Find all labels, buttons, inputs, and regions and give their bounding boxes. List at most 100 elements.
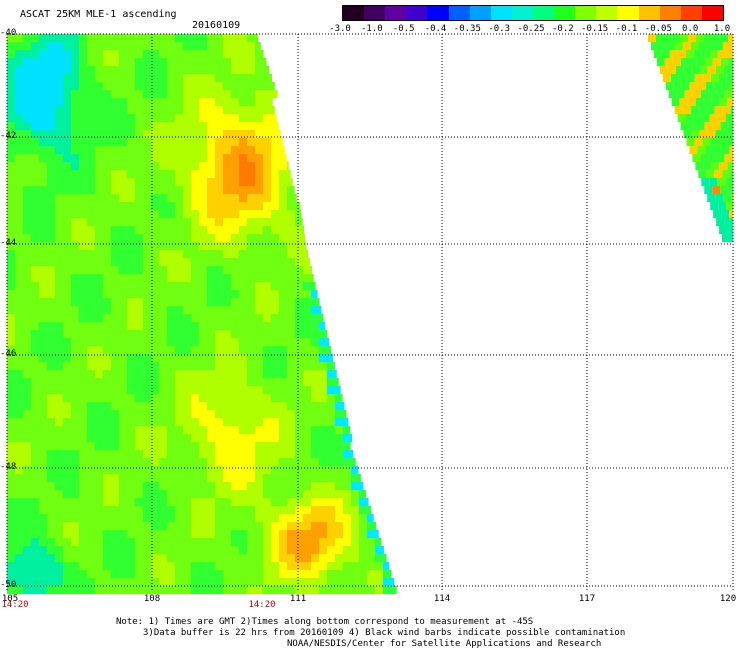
swath-cell — [335, 514, 343, 522]
swath-cell — [143, 242, 151, 250]
swath-cell — [55, 218, 63, 226]
swath-cell — [295, 394, 303, 402]
swath-cell — [23, 234, 31, 242]
swath-cell — [71, 290, 79, 298]
swath-cell — [343, 418, 349, 426]
swath-cell — [7, 234, 15, 242]
swath-cell — [71, 154, 79, 162]
swath-cell — [183, 458, 191, 466]
swath-cell — [39, 34, 47, 42]
swath-cell — [87, 306, 95, 314]
swath-cell — [295, 570, 303, 578]
swath-cell — [55, 290, 63, 298]
swath-cell — [79, 490, 87, 498]
swath-cell — [167, 538, 175, 546]
swath-cell — [271, 202, 279, 210]
swath-cell — [303, 266, 311, 274]
swath-cell — [247, 154, 255, 162]
swath-cell — [319, 306, 322, 314]
swath-cell — [223, 170, 231, 178]
swath-cell — [55, 154, 63, 162]
swath-cell — [135, 122, 143, 130]
swath-cell — [279, 266, 287, 274]
swath-cell — [71, 162, 79, 170]
swath-cell — [247, 242, 255, 250]
swath-cell — [239, 474, 247, 482]
swath-cell — [295, 226, 303, 234]
swath-cell — [71, 74, 79, 82]
swath-cell — [143, 498, 151, 506]
swath-cell — [183, 66, 191, 74]
swath-cell — [159, 202, 167, 210]
swath-cell — [223, 314, 231, 322]
swath-cell — [255, 370, 263, 378]
swath-cell — [87, 330, 95, 338]
swath-cell — [303, 506, 311, 514]
swath-cell — [375, 578, 383, 586]
swath-cell — [7, 282, 15, 290]
swath-cell — [247, 202, 255, 210]
swath-cell — [183, 194, 191, 202]
swath-cell — [295, 498, 303, 506]
swath-cell — [351, 530, 359, 538]
swath-cell — [87, 258, 95, 266]
swath-cell — [207, 434, 215, 442]
swath-cell — [47, 306, 55, 314]
swath-cell — [263, 90, 271, 98]
swath-cell — [159, 66, 167, 74]
swath-cell — [7, 410, 15, 418]
swath-cell — [143, 178, 151, 186]
swath-cell — [255, 50, 263, 58]
swath-cell — [103, 282, 111, 290]
swath-cell — [676, 90, 685, 98]
swath-cell — [730, 42, 733, 50]
swath-cell — [694, 74, 703, 82]
swath-cell — [247, 346, 255, 354]
swath-cell — [729, 82, 733, 90]
swath-cell — [71, 562, 79, 570]
swath-cell — [15, 178, 23, 186]
swath-cell — [191, 162, 199, 170]
swath-cell — [79, 322, 87, 330]
swath-cell — [191, 338, 199, 346]
swath-cell — [255, 578, 263, 586]
swath-cell — [183, 234, 191, 242]
swath-cell — [263, 210, 271, 218]
swath-cell — [167, 202, 175, 210]
swath-cell — [167, 506, 175, 514]
swath-cell — [135, 74, 143, 82]
swath-cell — [95, 466, 103, 474]
swath-cell — [135, 50, 143, 58]
swath-cell — [159, 178, 167, 186]
swath-cell — [23, 266, 31, 274]
swath-cell — [319, 538, 327, 546]
swath-cell — [103, 258, 111, 266]
swath-cell — [7, 522, 15, 530]
swath-cell — [239, 546, 247, 554]
swath-cell — [63, 90, 71, 98]
swath-cell — [271, 562, 279, 570]
swath-cell — [127, 42, 135, 50]
swath-cell — [23, 346, 31, 354]
swath-cell — [715, 66, 724, 74]
swath-cell — [151, 290, 159, 298]
swath-cell — [7, 266, 15, 274]
swath-cell — [103, 506, 111, 514]
swath-cell — [87, 482, 95, 490]
swath-cell — [717, 114, 726, 122]
swath-cell — [223, 562, 231, 570]
swath-cell — [702, 138, 711, 146]
swath-cell — [215, 506, 223, 514]
swath-cell — [231, 154, 239, 162]
swath-cell — [704, 122, 713, 130]
swath-cell — [63, 514, 71, 522]
swath-cell — [135, 514, 143, 522]
swath-cell — [151, 514, 159, 522]
swath-cell — [175, 178, 183, 186]
swath-cell — [247, 474, 255, 482]
swath-cell — [55, 58, 63, 66]
swath-cell — [303, 546, 311, 554]
swath-cell — [271, 506, 279, 514]
swath-cell — [47, 298, 55, 306]
swath-cell — [191, 290, 199, 298]
